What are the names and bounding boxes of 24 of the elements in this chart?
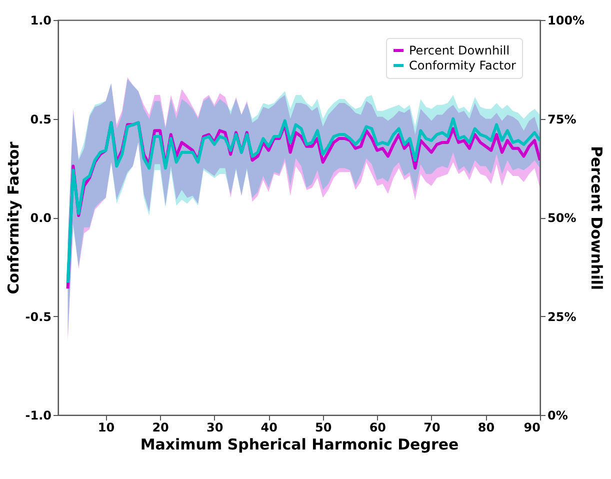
legend-label: Conformity Factor (409, 58, 516, 72)
y-tick-label: 0.5 (30, 112, 52, 126)
y-tick-label: -1.0 (25, 408, 52, 422)
x-tick-label: 10 (98, 420, 115, 434)
y-tick-label: 0.0 (30, 211, 52, 225)
y-tick-label: -0.5 (25, 310, 52, 324)
y2-tick-label: 50% (548, 211, 576, 225)
y2-tick-label: 100% (548, 14, 585, 28)
x-tick-label: 20 (152, 420, 169, 434)
x-axis-title: Maximum Spherical Harmonic Degree (140, 436, 459, 454)
x-tick-label: 50 (315, 420, 332, 434)
y2-tick-label: 0% (548, 408, 568, 422)
y2-tick-label: 75% (548, 112, 576, 126)
x-tick-label: 80 (478, 420, 495, 434)
x-tick-label: 60 (369, 420, 386, 434)
x-tick-label: 40 (260, 420, 278, 434)
y-axis-title: Conformity Factor (4, 141, 22, 294)
y2-tick-label: 25% (548, 310, 576, 324)
legend-label: Percent Downhill (409, 44, 510, 58)
y2-axis-title: Percent Downhill (588, 146, 606, 290)
x-tick-label: 70 (424, 420, 440, 434)
y-tick-label: 1.0 (30, 14, 52, 28)
x-tick-label: 90 (524, 420, 540, 434)
x-tick-label: 30 (206, 420, 224, 434)
